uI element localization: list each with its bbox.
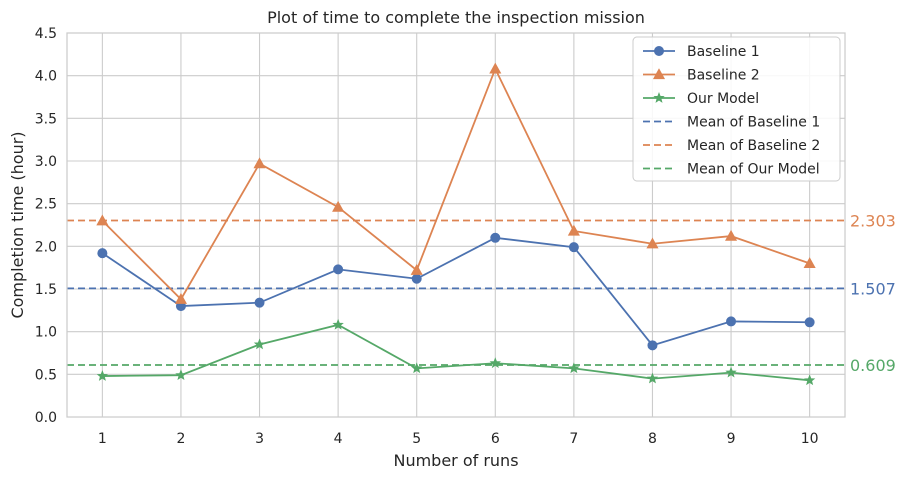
legend-label: Baseline 2 xyxy=(687,68,760,84)
data-point xyxy=(489,357,501,369)
x-tick-label: 8 xyxy=(648,431,657,447)
data-point xyxy=(654,46,664,56)
legend-label: Mean of Our Model xyxy=(687,162,820,178)
y-tick-label: 4.5 xyxy=(35,26,57,42)
data-point xyxy=(254,297,265,308)
x-tick-label: 2 xyxy=(176,431,185,447)
data-point xyxy=(647,340,658,351)
y-tick-label: 0.5 xyxy=(35,367,57,383)
data-point xyxy=(253,338,266,350)
legend-label: Our Model xyxy=(687,91,759,107)
data-point xyxy=(803,374,816,386)
data-point xyxy=(646,237,659,249)
y-tick-label: 3.0 xyxy=(35,154,57,170)
y-tick-label: 1.0 xyxy=(35,325,57,341)
series-our-model xyxy=(96,318,816,386)
y-axis-label: Completion time (hour) xyxy=(8,131,27,318)
data-point xyxy=(332,318,344,330)
y-tick-label: 2.5 xyxy=(35,197,57,213)
y-tick-label: 0.0 xyxy=(35,410,57,426)
x-tick-label: 7 xyxy=(569,431,578,447)
chart-title: Plot of time to complete the inspection … xyxy=(267,8,645,27)
data-point xyxy=(725,366,737,378)
legend-box xyxy=(632,36,841,182)
data-point xyxy=(652,68,666,80)
legend-label: Mean of Baseline 2 xyxy=(687,138,820,154)
data-point xyxy=(804,317,815,328)
data-point xyxy=(489,62,502,74)
plot-frame xyxy=(66,32,846,418)
series-line xyxy=(101,66,810,301)
data-point xyxy=(653,92,665,103)
legend-label: Mean of Baseline 1 xyxy=(687,115,820,131)
x-tick-label: 6 xyxy=(491,431,500,447)
mean-value-label: 2.303 xyxy=(850,211,896,230)
x-axis-label: Number of runs xyxy=(393,451,518,470)
data-point xyxy=(253,157,266,169)
data-point xyxy=(410,263,423,275)
y-tick-label: 2.0 xyxy=(35,239,57,255)
y-tick-label: 3.5 xyxy=(35,111,57,127)
x-tick-label: 4 xyxy=(334,431,343,447)
data-point xyxy=(175,369,187,381)
data-point xyxy=(174,293,187,304)
series-lines xyxy=(96,62,816,386)
data-point xyxy=(97,248,108,259)
data-point xyxy=(490,232,501,243)
series-line xyxy=(101,236,810,347)
legend: Baseline 1 Baseline 2 Our Model Mean of Bas… xyxy=(632,36,841,182)
x-tick-label: 9 xyxy=(727,431,736,447)
series-line xyxy=(102,323,810,382)
data-point xyxy=(567,224,580,236)
mean-value-label: 0.609 xyxy=(850,356,896,375)
mean-value-label: 1.507 xyxy=(850,279,896,298)
x-tick-label: 3 xyxy=(255,431,264,447)
data-point xyxy=(411,362,423,374)
data-point xyxy=(646,372,659,384)
x-tick-label: 5 xyxy=(412,431,421,447)
data-point xyxy=(568,242,579,253)
data-point xyxy=(96,214,109,226)
data-point xyxy=(726,316,737,327)
data-point xyxy=(411,273,422,284)
y-tick-label: 4.0 xyxy=(35,69,57,85)
data-point xyxy=(725,229,738,241)
data-point xyxy=(96,370,109,381)
y-tick-label: 1.5 xyxy=(35,282,57,298)
series-baseline-2 xyxy=(96,62,816,304)
data-point xyxy=(333,264,344,275)
data-point xyxy=(803,257,816,269)
x-tick-label: 10 xyxy=(801,431,819,447)
x-tick-label: 1 xyxy=(98,431,107,447)
legend-label: Baseline 1 xyxy=(687,44,760,60)
data-point xyxy=(332,200,345,212)
mean-value-labels: 1.507 2.303 0.609 xyxy=(850,211,896,375)
data-point xyxy=(568,362,580,374)
tick-labels: 0.0 0.5 1.0 1.5 2.0 2.5 3.0 3.5 4.0 4.5 1 2 3 4 5 6 7 8 9 1… xyxy=(35,26,819,447)
